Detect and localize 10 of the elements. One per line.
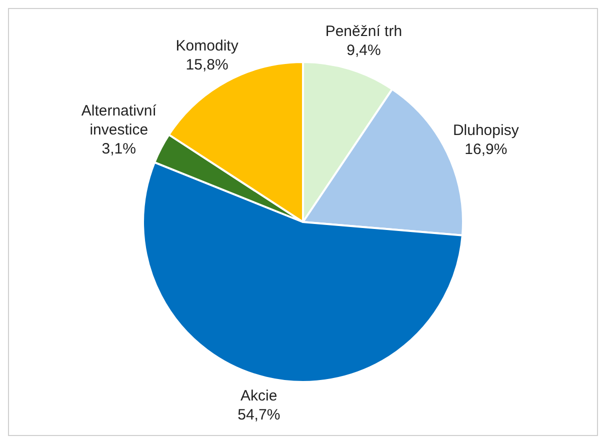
data-label: 54,7% bbox=[238, 406, 280, 424]
data-label: 16,9% bbox=[464, 140, 508, 158]
slice-label: Dluhopisy bbox=[452, 122, 520, 139]
slice-label: Komodity bbox=[176, 37, 239, 54]
slice-label: Akcie bbox=[240, 388, 278, 405]
data-label: 15,8% bbox=[186, 56, 228, 74]
data-label: 9,4% bbox=[346, 42, 381, 59]
slice-label: Alternativní investice bbox=[81, 102, 158, 139]
slice-label: Peněžní trh bbox=[325, 22, 402, 40]
data-label: 3,1% bbox=[102, 140, 136, 158]
